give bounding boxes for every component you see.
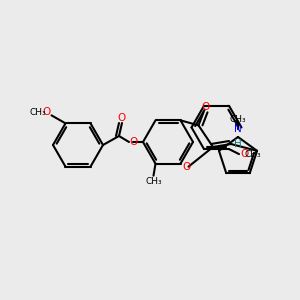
Text: CH₃: CH₃: [29, 108, 46, 117]
Text: H: H: [234, 139, 242, 149]
Text: N: N: [234, 124, 242, 134]
Text: O: O: [118, 113, 126, 123]
Text: O: O: [42, 107, 51, 117]
Text: O: O: [182, 162, 190, 172]
Text: O: O: [240, 149, 248, 159]
Text: O: O: [201, 102, 210, 112]
Text: CH₃: CH₃: [145, 177, 162, 186]
Text: CH₃: CH₃: [245, 150, 261, 159]
Text: CH₃: CH₃: [230, 115, 246, 124]
Text: O: O: [129, 137, 137, 147]
